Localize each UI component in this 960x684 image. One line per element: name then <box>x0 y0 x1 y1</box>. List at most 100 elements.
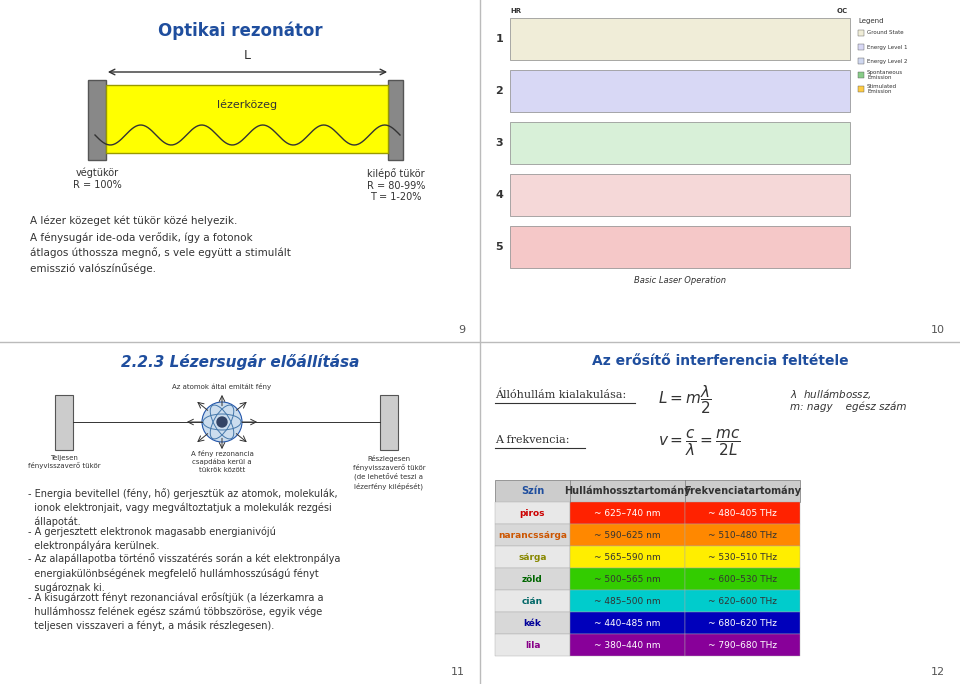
Text: piros: piros <box>519 508 545 518</box>
Text: sárga: sárga <box>518 553 547 562</box>
Text: 11: 11 <box>451 667 465 677</box>
Text: Legend: Legend <box>858 18 883 24</box>
Text: ~ 680–620 THz: ~ 680–620 THz <box>708 618 777 627</box>
Text: $v = \dfrac{c}{\lambda} = \dfrac{mc}{2L}$: $v = \dfrac{c}{\lambda} = \dfrac{mc}{2L}… <box>658 428 740 458</box>
Bar <box>495 612 570 634</box>
Text: - Az alapállapotba történő visszatérés során a két elektronpálya
  energiakülönb: - Az alapállapotba történő visszatérés s… <box>28 553 341 593</box>
Text: Hullámhossztartomány: Hullámhossztartomány <box>564 486 691 497</box>
Text: ~ 485–500 nm: ~ 485–500 nm <box>594 596 660 605</box>
Text: végtükör
R = 100%: végtükör R = 100% <box>73 168 121 190</box>
Text: ~ 620–600 THz: ~ 620–600 THz <box>708 596 777 605</box>
Text: kilépő tükör
R = 80-99%
T = 1-20%: kilépő tükör R = 80-99% T = 1-20% <box>367 168 425 202</box>
Bar <box>495 634 570 656</box>
Text: Állóhullám kialakulása:: Állóhullám kialakulása: <box>495 390 626 401</box>
Bar <box>685 590 800 612</box>
Text: A fény rezonancia
csapdába kerül a
tükrök között: A fény rezonancia csapdába kerül a tükrö… <box>191 450 253 473</box>
Bar <box>685 524 800 546</box>
Text: - A gerjesztett elektronok magasabb energianivójú
  elektronpályára kerülnek.: - A gerjesztett elektronok magasabb ener… <box>28 527 276 551</box>
Circle shape <box>202 402 242 442</box>
Text: $\lambda$  hullámbossz,: $\lambda$ hullámbossz, <box>790 387 872 401</box>
Text: 9: 9 <box>458 325 465 335</box>
Text: ~ 600–530 THz: ~ 600–530 THz <box>708 575 777 583</box>
Bar <box>388 80 403 160</box>
Text: Energy Level 2: Energy Level 2 <box>867 59 907 64</box>
Bar <box>495 524 570 546</box>
Bar <box>88 80 106 160</box>
Text: Stimulated
Emission: Stimulated Emission <box>867 83 898 94</box>
Bar <box>685 612 800 634</box>
Text: L: L <box>244 49 251 62</box>
Text: - A kisugárzott fényt rezonanciával erősítjük (a lézerkamra a
  hullámhossz felé: - A kisugárzott fényt rezonanciával erős… <box>28 592 324 631</box>
Bar <box>858 72 864 78</box>
Text: - Energia bevitellel (fény, hő) gerjesztük az atomok, molekulák,
  ionok elektro: - Energia bevitellel (fény, hő) gerjeszt… <box>28 488 338 527</box>
Text: ~ 380–440 nm: ~ 380–440 nm <box>594 640 660 650</box>
Text: ~ 480–405 THz: ~ 480–405 THz <box>708 508 777 518</box>
Bar <box>685 502 800 524</box>
Text: ~ 565–590 nm: ~ 565–590 nm <box>594 553 660 562</box>
Text: 12: 12 <box>931 667 945 677</box>
Circle shape <box>217 417 227 427</box>
Bar <box>858 86 864 92</box>
Text: lézerközeg: lézerközeg <box>217 100 277 111</box>
Text: Szín: Szín <box>521 486 544 496</box>
Bar <box>685 546 800 568</box>
Bar <box>495 546 570 568</box>
Bar <box>510 174 850 216</box>
Text: Optikai rezonátor: Optikai rezonátor <box>157 22 323 40</box>
Text: 10: 10 <box>931 325 945 335</box>
Text: OC: OC <box>837 8 848 14</box>
Text: Basic Laser Operation: Basic Laser Operation <box>634 276 726 285</box>
Bar <box>685 568 800 590</box>
Text: Az erősítő interferencia feltétele: Az erősítő interferencia feltétele <box>591 354 849 368</box>
Text: 2.2.3 Lézersugár előállítása: 2.2.3 Lézersugár előállítása <box>121 354 359 370</box>
Bar <box>858 44 864 50</box>
Text: cián: cián <box>522 596 543 605</box>
Bar <box>510 122 850 164</box>
Text: Az atomok által emitált fény: Az atomok által emitált fény <box>173 383 272 390</box>
Text: ~ 590–625 nm: ~ 590–625 nm <box>594 531 660 540</box>
Text: A lézer közeget két tükör közé helyezik.: A lézer közeget két tükör közé helyezik. <box>30 215 237 226</box>
Text: A fénysugár ide-oda verődik, így a fotonok
átlagos úthossza megnő, s vele együtt: A fénysugár ide-oda verődik, így a foton… <box>30 232 291 274</box>
Text: 2: 2 <box>495 86 503 96</box>
Bar <box>106 85 388 153</box>
Text: 5: 5 <box>495 242 503 252</box>
Text: Részlegesen
fényvisszaverő tükör
(de lehetővé teszi a
lézerfény kilépését): Részlegesen fényvisszaverő tükör (de leh… <box>352 455 425 490</box>
Text: A frekvencia:: A frekvencia: <box>495 435 569 445</box>
Text: ~ 530–510 THz: ~ 530–510 THz <box>708 553 777 562</box>
Bar <box>510 18 850 60</box>
Text: zöld: zöld <box>522 575 542 583</box>
Text: $L = m\dfrac{\lambda}{2}$: $L = m\dfrac{\lambda}{2}$ <box>658 383 711 416</box>
Bar <box>858 58 864 64</box>
Text: kék: kék <box>523 618 541 627</box>
Text: Teljesen
fényvisszaverő tükör: Teljesen fényvisszaverő tükör <box>28 455 100 469</box>
Bar <box>55 395 73 450</box>
Bar <box>685 634 800 656</box>
Text: lila: lila <box>525 640 540 650</box>
Text: m: nagy    egész szám: m: nagy egész szám <box>790 402 906 412</box>
Text: 4: 4 <box>495 190 503 200</box>
Bar <box>570 634 685 656</box>
Bar <box>495 568 570 590</box>
Text: ~ 625–740 nm: ~ 625–740 nm <box>594 508 660 518</box>
Bar <box>570 502 685 524</box>
Text: HR: HR <box>510 8 521 14</box>
Bar <box>570 524 685 546</box>
Bar <box>510 226 850 268</box>
Text: Ground State: Ground State <box>867 31 903 36</box>
Text: ~ 500–565 nm: ~ 500–565 nm <box>594 575 660 583</box>
Text: Spontaneous
Emission: Spontaneous Emission <box>867 70 903 81</box>
Text: narancssárga: narancssárga <box>498 531 567 540</box>
Bar <box>570 612 685 634</box>
Bar <box>570 546 685 568</box>
Bar <box>495 502 570 524</box>
Text: 1: 1 <box>495 34 503 44</box>
Bar <box>495 480 800 502</box>
Bar <box>858 30 864 36</box>
Bar <box>570 590 685 612</box>
Text: ~ 440–485 nm: ~ 440–485 nm <box>594 618 660 627</box>
Bar <box>380 395 398 450</box>
Text: ~ 510–480 THz: ~ 510–480 THz <box>708 531 777 540</box>
Bar <box>570 568 685 590</box>
Text: Frekvenciatartomány: Frekvenciatartomány <box>684 486 801 497</box>
Text: Energy Level 1: Energy Level 1 <box>867 44 907 49</box>
